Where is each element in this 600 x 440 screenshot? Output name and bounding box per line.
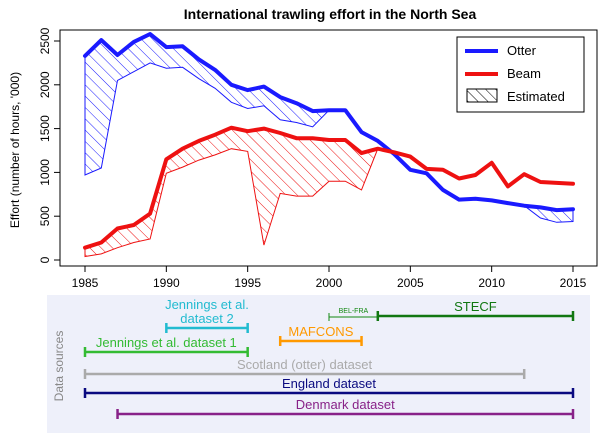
data-sources-panel: [47, 295, 590, 433]
timeline-label: MAFCONS: [288, 324, 353, 339]
x-tick-label: 2010: [478, 276, 505, 290]
timeline-label: Denmark dataset: [296, 397, 395, 412]
timeline-label: England dataset: [282, 376, 376, 391]
x-tick-label: 1995: [234, 276, 261, 290]
timeline-label-part: dataset 2: [180, 311, 234, 326]
legend-label-estimated: Estimated: [507, 89, 565, 104]
chart-title: International trawling effort in the Nor…: [184, 6, 477, 22]
timeline-label: Jennings et al. dataset 1: [96, 335, 237, 350]
y-tick-label: 1000: [38, 159, 52, 186]
series-line-otter: [83, 32, 575, 213]
y-tick-label: 500: [38, 206, 52, 226]
timeline-label: BEL-FRA: [339, 308, 369, 315]
y-tick-label: 1500: [38, 115, 52, 142]
y-axis-label: Effort (number of hours, '000): [8, 72, 22, 228]
y-tick-label: 0: [38, 256, 52, 263]
timeline-label: STECF: [454, 299, 497, 314]
series-line-beam: [83, 125, 575, 250]
x-axis: 1985 1990 1995 2000 2005 2010 2015: [72, 266, 587, 290]
timeline-label: Scotland (otter) dataset: [237, 357, 373, 372]
x-tick-label: 1990: [153, 276, 180, 290]
data-sources-label: Data sources: [52, 331, 66, 402]
x-tick-label: 2015: [560, 276, 587, 290]
legend: Otter Beam Estimated: [456, 36, 585, 113]
x-tick-label: 1985: [72, 276, 99, 290]
legend-swatch-estimated: [466, 88, 498, 103]
legend-label-beam: Beam: [507, 66, 541, 81]
legend-label-otter: Otter: [507, 43, 537, 58]
estimated-region-beam: [84, 127, 379, 258]
x-tick-label: 2000: [316, 276, 343, 290]
series-lines: [83, 32, 575, 250]
x-tick-label: 2005: [397, 276, 424, 290]
timeline-label-part: Jennings et al.: [165, 297, 249, 312]
timeline-label: Jennings et al. dataset 2: [165, 297, 249, 326]
timeline: Jennings et al. dataset 2 BEL-FRA STECF MAFC…: [83, 297, 575, 419]
y-tick-label: 2500: [38, 27, 52, 54]
y-axis: 0 500 1000 1500 2000 2500: [38, 27, 60, 263]
y-tick-label: 2000: [38, 71, 52, 98]
